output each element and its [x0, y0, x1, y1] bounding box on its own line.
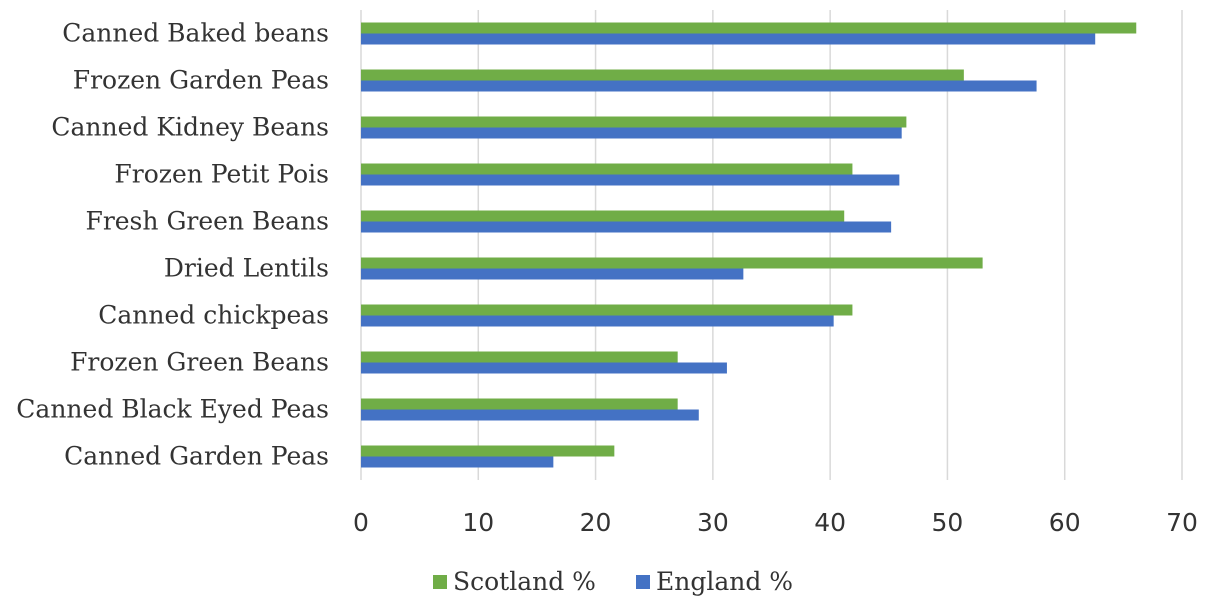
x-tick-label: 30 [697, 508, 729, 537]
category-label: Frozen Garden Peas [73, 66, 329, 95]
category-label: Frozen Green Beans [70, 348, 329, 377]
bar-scotland [361, 398, 678, 410]
category-labels: Canned Baked beans Frozen Garden Peas Cann… [16, 19, 329, 471]
bar-scotland [361, 351, 678, 363]
category-label: Canned chickpeas [98, 301, 329, 330]
legend-label: Scotland % [453, 567, 596, 596]
bar-scotland [361, 445, 615, 457]
bar-england [361, 315, 834, 327]
x-tick-label: 50 [932, 508, 964, 537]
bar-scotland [361, 163, 853, 175]
legend-label: England % [656, 567, 793, 596]
bar-england [361, 409, 699, 421]
x-tick-label: 70 [1166, 508, 1198, 537]
bar-scotland [361, 257, 983, 269]
bar-scotland [361, 116, 907, 128]
category-label: Fresh Green Beans [85, 207, 329, 236]
x-tick-label: 0 [353, 508, 369, 537]
x-tick-labels: 0 10 20 30 40 50 60 70 [353, 508, 1198, 537]
bar-england [361, 127, 902, 139]
bar-england [361, 221, 892, 233]
bar-england [361, 33, 1096, 45]
x-tick-label: 20 [580, 508, 612, 537]
bars [361, 22, 1137, 468]
category-label: Frozen Petit Pois [114, 160, 329, 189]
legend-swatch [636, 575, 650, 589]
bar-scotland [361, 22, 1137, 34]
legend: Scotland % England % [433, 567, 793, 596]
bar-england [361, 174, 900, 186]
legend-swatch [433, 575, 447, 589]
bar-england [361, 80, 1037, 92]
bar-scotland [361, 69, 964, 81]
bar-scotland [361, 210, 845, 222]
category-label: Canned Baked beans [62, 19, 329, 48]
category-label: Canned Garden Peas [64, 442, 329, 471]
x-tick-label: 40 [814, 508, 846, 537]
x-tick-label: 60 [1049, 508, 1081, 537]
bar-england [361, 268, 744, 280]
bar-scotland [361, 304, 853, 316]
bar-england [361, 362, 727, 374]
category-label: Canned Kidney Beans [51, 113, 329, 142]
category-label: Canned Black Eyed Peas [16, 395, 329, 424]
category-label: Dried Lentils [164, 254, 329, 283]
x-tick-label: 10 [462, 508, 494, 537]
bar-england [361, 456, 554, 468]
